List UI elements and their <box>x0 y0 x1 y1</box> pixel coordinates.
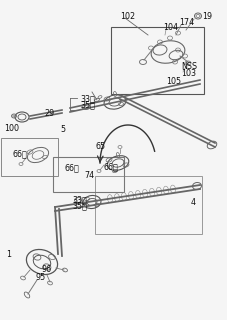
Text: 96: 96 <box>42 265 52 274</box>
Text: 104: 104 <box>163 23 178 32</box>
Text: 1: 1 <box>6 250 11 259</box>
Text: 5: 5 <box>60 125 65 134</box>
Text: 95: 95 <box>35 273 45 282</box>
Bar <box>53 157 124 192</box>
Text: 65: 65 <box>95 142 106 151</box>
Text: 66⒦: 66⒦ <box>103 163 118 172</box>
Text: 33⒦: 33⒦ <box>73 196 87 205</box>
Text: 102: 102 <box>120 12 136 21</box>
Text: 4: 4 <box>191 198 196 207</box>
Text: 103: 103 <box>182 69 197 78</box>
Text: 19: 19 <box>202 12 212 21</box>
Text: 29: 29 <box>44 109 54 118</box>
Text: 66Ⓑ: 66Ⓑ <box>65 163 79 172</box>
Text: 105: 105 <box>166 77 181 86</box>
Text: 35Ⓑ: 35Ⓑ <box>81 101 96 110</box>
Bar <box>95 176 202 234</box>
Text: 174: 174 <box>179 18 195 27</box>
Text: 74: 74 <box>84 171 94 180</box>
Text: 35⒦: 35⒦ <box>73 202 88 211</box>
Bar <box>1 138 58 176</box>
Text: 33Ⓑ: 33Ⓑ <box>81 94 95 103</box>
Text: NSS: NSS <box>182 62 198 71</box>
Text: 66Ⓒ: 66Ⓒ <box>12 150 27 159</box>
Text: 100: 100 <box>5 124 20 133</box>
Bar <box>111 27 204 94</box>
